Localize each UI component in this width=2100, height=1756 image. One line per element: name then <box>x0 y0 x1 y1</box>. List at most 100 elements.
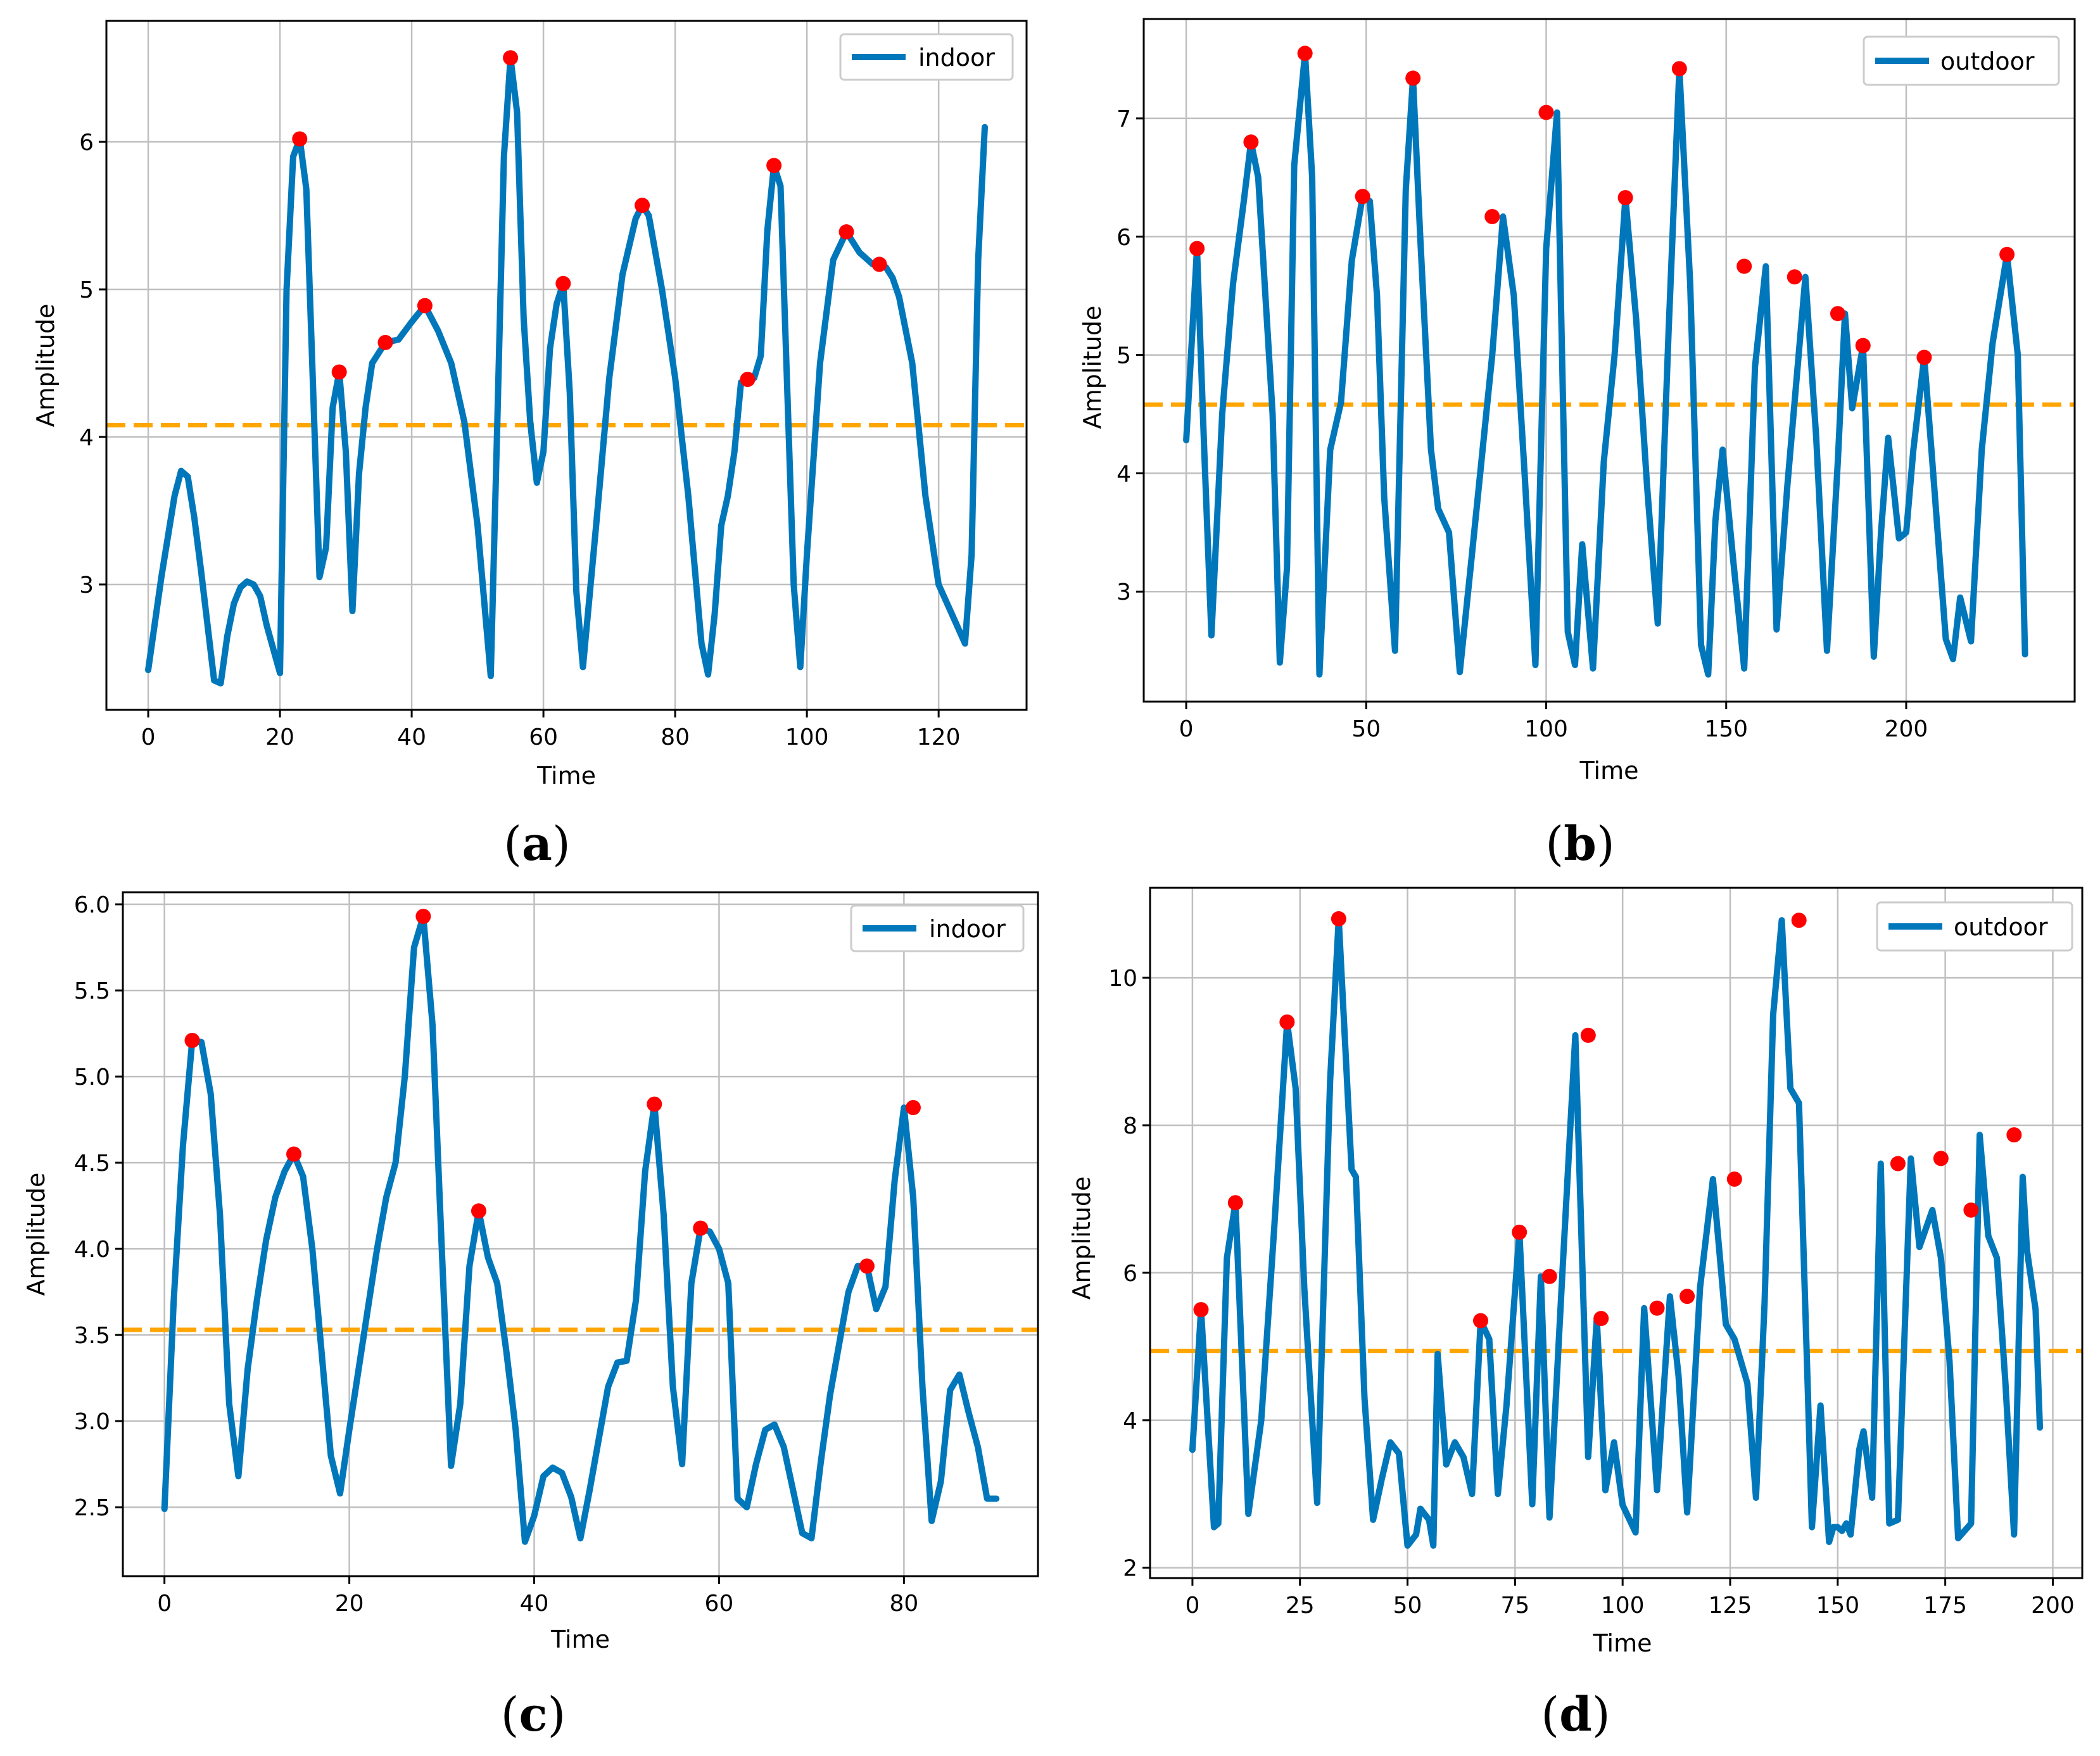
peak-marker <box>1193 1302 1209 1318</box>
peak-marker <box>871 256 887 272</box>
x-tick-label: 60 <box>529 724 558 750</box>
caption-close: ) <box>1591 1688 1610 1742</box>
peak-marker <box>1512 1224 1528 1240</box>
caption-letter: c <box>519 1688 548 1742</box>
x-tick-label: 80 <box>661 724 690 750</box>
chart-panel-d: 0 25 50 75 100 125 150 175 200 2 4 6 8 10 Time Ampli… <box>1068 887 2084 1657</box>
x-axis-ticks: 0 20 40 60 80 <box>157 1576 918 1617</box>
y-tick-label: 6 <box>1123 1261 1137 1287</box>
series-line-outdoor <box>1189 915 2044 1549</box>
peak-marker <box>1649 1300 1665 1316</box>
peak-markers <box>184 909 921 1274</box>
y-tick-label: 5.0 <box>74 1064 110 1090</box>
legend-box <box>839 33 1014 81</box>
x-tick-label: 0 <box>157 1591 172 1617</box>
peak-markers <box>1189 46 2015 365</box>
legend-label: indoor <box>918 44 995 72</box>
y-tick-label: 3.5 <box>74 1323 110 1349</box>
x-tick-label: 100 <box>1601 1593 1645 1619</box>
x-tick-label: 25 <box>1286 1593 1315 1619</box>
x-tick-label: 50 <box>1351 716 1381 742</box>
legend: outdoor <box>1876 901 2073 952</box>
peak-marker <box>1736 258 1752 274</box>
peak-marker <box>1916 350 1932 365</box>
x-tick-label: 75 <box>1500 1593 1529 1619</box>
legend: indoor <box>839 33 1014 81</box>
chart-panel-a: 0 20 40 60 80 100 120 3 4 5 6 Time Amplitude indo… <box>32 20 1028 790</box>
y-axis-ticks: 2 4 6 8 10 <box>1108 966 1150 1582</box>
peak-marker <box>859 1258 875 1274</box>
peak-marker <box>417 298 433 313</box>
y-axis-ticks: 3 4 5 6 7 <box>1116 106 1144 605</box>
peak-marker <box>1671 61 1687 77</box>
x-tick-label: 20 <box>335 1591 364 1617</box>
peak-marker <box>1890 1156 1906 1172</box>
legend: indoor <box>850 904 1025 952</box>
x-tick-label: 40 <box>397 724 426 750</box>
y-tick-label: 7 <box>1116 106 1131 132</box>
peak-marker <box>471 1203 486 1219</box>
peak-marker <box>693 1220 709 1236</box>
caption-close: ) <box>1596 817 1615 871</box>
x-tick-label: 200 <box>2031 1593 2075 1619</box>
y-tick-label: 10 <box>1108 966 1137 992</box>
y-tick-label: 4 <box>1123 1408 1137 1434</box>
legend-box <box>850 904 1025 952</box>
caption-letter: b <box>1564 817 1597 871</box>
peak-marker <box>1617 190 1633 206</box>
legend-label: indoor <box>929 915 1006 943</box>
peak-marker <box>503 50 519 66</box>
x-tick-label: 40 <box>520 1591 549 1617</box>
peak-marker <box>647 1096 662 1112</box>
plot-frame <box>1149 887 2084 1579</box>
caption-b: (b) <box>1485 817 1675 871</box>
peak-marker <box>1791 913 1807 928</box>
peak-marker <box>1297 46 1313 61</box>
y-tick-label: 2 <box>1123 1556 1137 1582</box>
caption-letter: a <box>522 817 552 871</box>
y-axis-label: Amplitude <box>32 304 60 427</box>
peak-marker <box>555 275 571 291</box>
x-tick-label: 0 <box>141 724 156 750</box>
caption-letter: d <box>1559 1688 1592 1742</box>
peak-marker <box>1243 134 1259 150</box>
peak-marker <box>1726 1171 1742 1187</box>
peak-marker <box>1999 246 2015 262</box>
peak-marker <box>905 1100 921 1116</box>
peak-marker <box>1189 241 1205 256</box>
chart-panel-c: 0 20 40 60 80 2.53.03.54.04.55.05.56.0 Time … <box>22 891 1039 1653</box>
caption-c: (c) <box>438 1688 628 1742</box>
x-tick-label: 50 <box>1393 1593 1422 1619</box>
x-tick-label: 80 <box>889 1591 918 1617</box>
peak-marker <box>1855 338 1871 353</box>
x-axis-ticks: 0 25 50 75 100 125 150 175 200 <box>1185 1578 2075 1619</box>
peak-marker <box>415 909 431 925</box>
caption-a: (a) <box>442 817 632 871</box>
peak-marker <box>377 334 393 350</box>
peak-markers <box>1193 911 2022 1329</box>
y-axis-label: Amplitude <box>1078 306 1106 429</box>
peak-marker <box>740 372 756 388</box>
peak-marker <box>635 198 650 213</box>
peak-marker <box>1227 1195 1243 1211</box>
peak-marker <box>184 1032 200 1048</box>
caption-open: ( <box>500 1688 519 1742</box>
peak-marker <box>1679 1289 1695 1304</box>
y-axis-label: Amplitude <box>1068 1177 1096 1300</box>
y-tick-label: 5 <box>79 277 94 303</box>
caption-close: ) <box>552 817 571 871</box>
series-line-outdoor <box>1183 50 2028 678</box>
y-axis-ticks: 2.5 3.0 3.5 4.0 4.5 5.0 5.5 6.0 <box>74 892 123 1521</box>
y-tick-label: 5.5 <box>74 978 110 1004</box>
peak-marker <box>1593 1311 1609 1327</box>
y-tick-label: 4.0 <box>74 1237 110 1263</box>
x-axis-label: Time <box>1593 1629 1652 1657</box>
y-tick-label: 6.0 <box>74 892 110 918</box>
grid-lines <box>1150 888 2082 1578</box>
peak-marker <box>331 364 347 380</box>
peak-marker <box>1787 269 1802 285</box>
y-tick-label: 3 <box>79 572 94 598</box>
y-tick-label: 6 <box>1116 225 1131 251</box>
y-axis-ticks: 3 4 5 6 <box>79 130 106 598</box>
series-line-indoor <box>145 54 988 687</box>
